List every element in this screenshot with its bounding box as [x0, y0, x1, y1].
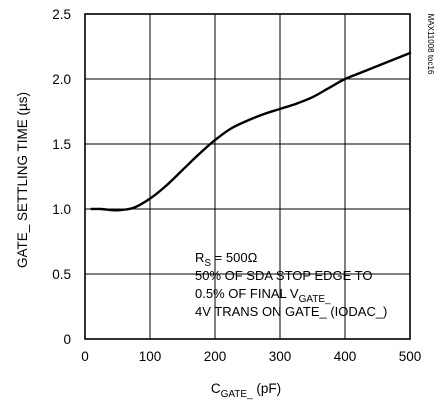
- x-tick-label: 200: [204, 349, 227, 364]
- x-tick-label: 0: [81, 349, 89, 364]
- figure-id-label: MAX11008 toc16: [426, 14, 435, 75]
- x-axis-title-sub: GATE_: [221, 389, 253, 400]
- annotation-line: 50% OF SDA STOP EDGE TO: [195, 268, 373, 283]
- x-tick-label: 100: [139, 349, 162, 364]
- annotation-line: 4V TRANS ON GATE_ (IODAC_): [195, 304, 387, 319]
- y-tick-label: 0.5: [52, 267, 71, 282]
- y-axis-title: GATE_ SETTLING TIME (µs): [15, 92, 30, 268]
- x-tick-label: 400: [334, 349, 357, 364]
- annotation-line: 0.5% OF FINAL VGATE_: [195, 286, 331, 305]
- x-axis-title-unit: (pF): [253, 381, 282, 396]
- y-tick-label: 1.5: [52, 137, 71, 152]
- grid-lines: [85, 14, 410, 339]
- annotation-line: RS = 500Ω: [195, 250, 258, 269]
- x-tick-label: 500: [399, 349, 422, 364]
- x-tick-label: 300: [269, 349, 292, 364]
- series-line: [90, 51, 412, 212]
- plot-frame: [84, 13, 411, 340]
- x-axis-ticks: 0 100 200 300 400 500: [81, 349, 421, 364]
- y-tick-label: 2.5: [52, 7, 71, 22]
- y-axis-ticks: 0 0.5 1.0 1.5 2.0 2.5: [52, 7, 71, 347]
- x-axis-title: CGATE_ (pF): [211, 381, 281, 400]
- y-tick-label: 1.0: [52, 202, 71, 217]
- y-tick-label: 2.0: [52, 72, 71, 87]
- x-axis-title-main: C: [211, 381, 221, 396]
- y-tick-label: 0: [63, 332, 71, 347]
